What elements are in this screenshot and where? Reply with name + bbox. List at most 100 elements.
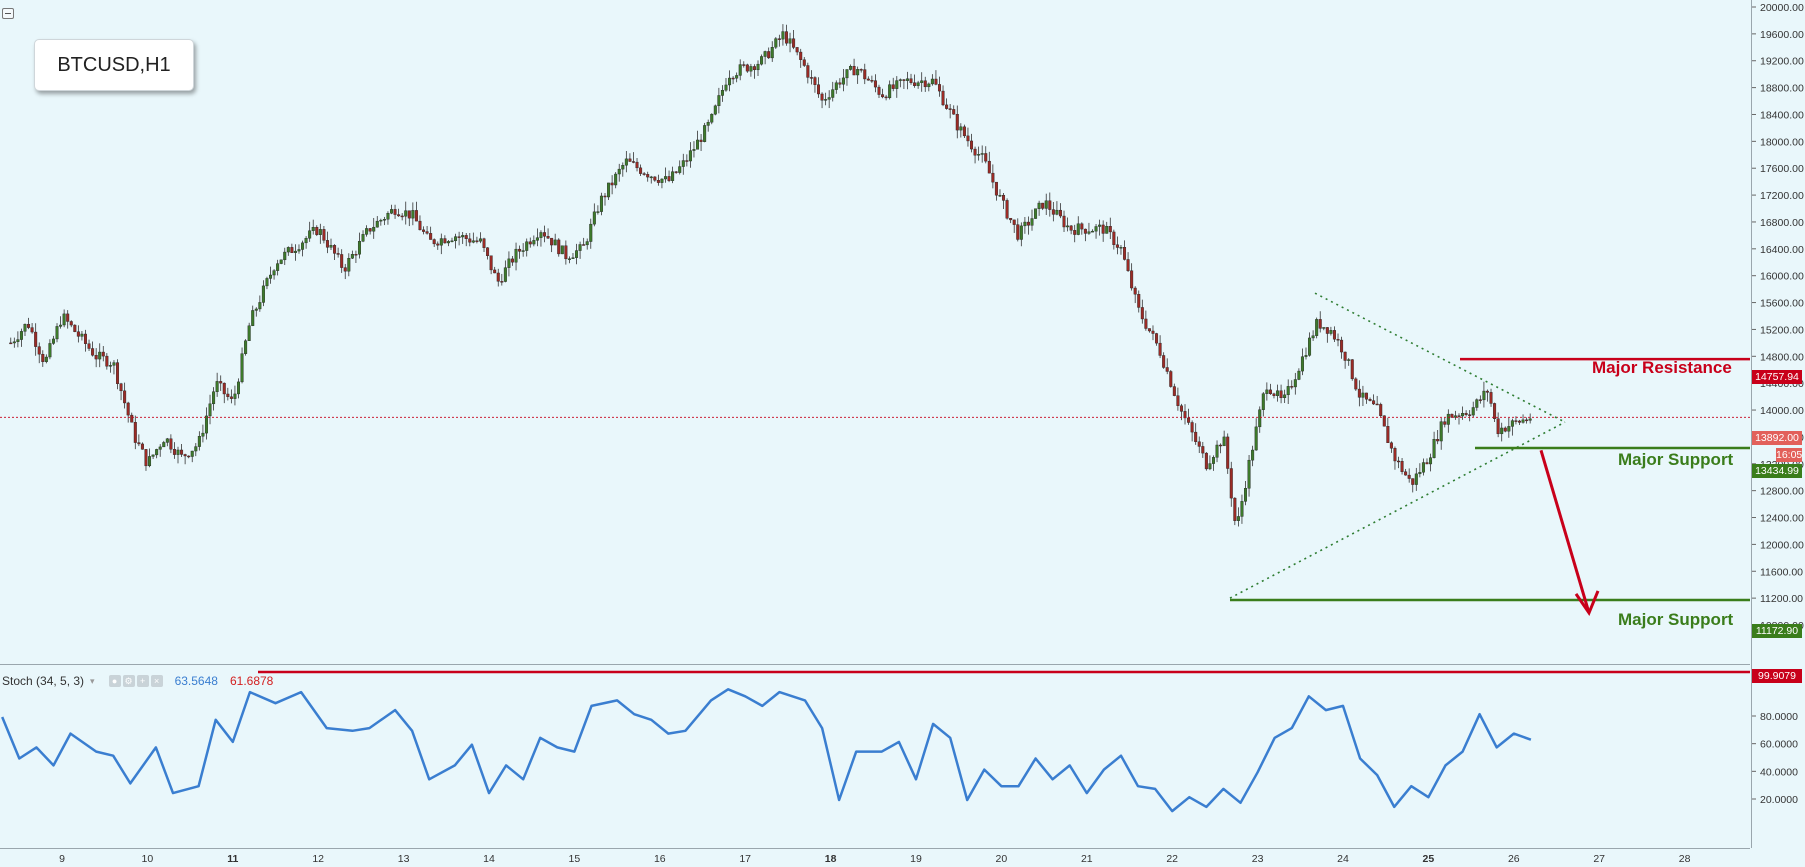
candle-body	[59, 324, 63, 327]
candle-body	[155, 449, 159, 456]
candle-body	[279, 259, 283, 264]
candle-body	[436, 243, 440, 246]
candle-body	[1340, 339, 1344, 353]
candle-body	[852, 65, 856, 76]
eye-icon[interactable]: ●	[108, 675, 121, 687]
candle-body	[1300, 356, 1304, 372]
candle-body	[1058, 209, 1062, 217]
candle-body	[475, 240, 479, 242]
time-axis[interactable]: 9 10 11 12 13 14 15 16 17 18 19 20 21 22 23 24 25 26 27 28	[0, 848, 1750, 867]
candle-body	[1507, 426, 1511, 432]
price-axis[interactable]: 20000.00 19600.00 19200.00 18800.00 18400.00…	[1751, 0, 1805, 848]
candle-body	[454, 236, 458, 242]
candle-body	[1525, 419, 1529, 422]
candle-body	[720, 89, 724, 96]
candle-body	[909, 78, 913, 83]
candle-body	[397, 214, 401, 217]
price-axis-labels: 20000.00 19600.00 19200.00 18800.00 18400.00…	[1752, 2, 1804, 806]
candle-body	[1372, 400, 1376, 405]
collapse-icon[interactable]	[2, 8, 14, 19]
candle-body	[503, 267, 507, 282]
candle-body	[390, 209, 394, 214]
candle-body	[952, 109, 956, 115]
candle-body	[930, 78, 934, 85]
candle-body	[841, 77, 845, 85]
candle-body	[347, 258, 351, 272]
stochastic-pane[interactable]	[0, 664, 1750, 849]
major-support-label-2: Major Support	[1618, 610, 1734, 629]
candle-body	[208, 403, 212, 417]
candle-body	[315, 226, 319, 235]
candle-body	[784, 31, 788, 44]
candle-body	[158, 446, 162, 450]
candle-body	[1016, 224, 1020, 240]
time-tick-label: 17	[739, 853, 751, 865]
candle-body	[592, 211, 596, 225]
candle-body	[350, 254, 354, 259]
candle-body	[1204, 452, 1208, 470]
candle-body	[1069, 225, 1073, 231]
add-icon[interactable]: +	[136, 675, 149, 687]
candle-body	[1147, 328, 1151, 332]
candle-body	[927, 83, 931, 88]
candle-body	[873, 80, 877, 88]
candle-body	[891, 84, 895, 89]
stochastic-chart[interactable]	[0, 665, 1750, 849]
candle-body	[859, 69, 863, 71]
price-chart[interactable]	[0, 0, 1750, 663]
candle-body	[215, 381, 219, 392]
close-icon[interactable]: ×	[150, 675, 163, 687]
candle-body	[1251, 449, 1255, 461]
candle-body	[1379, 404, 1383, 416]
candle-body	[226, 393, 230, 397]
candle-body	[1325, 327, 1329, 334]
candle-body	[767, 51, 771, 59]
time-tick-label: 9	[59, 853, 65, 865]
candle-body	[1090, 230, 1094, 233]
time-tick-label: 14	[483, 853, 495, 865]
candle-body	[1176, 395, 1180, 406]
candle-body	[414, 210, 418, 222]
candle-body	[649, 176, 653, 179]
candle-body	[1101, 224, 1105, 234]
candle-body	[1073, 230, 1077, 235]
time-tick-label: 11	[227, 853, 238, 865]
candle-body	[368, 228, 372, 232]
candle-body	[610, 182, 614, 186]
candle-body	[703, 125, 707, 142]
candle-body	[959, 126, 963, 131]
candle-body	[596, 211, 600, 213]
candle-body	[923, 80, 927, 88]
candle-body	[557, 239, 561, 255]
candle-body	[948, 108, 952, 110]
price-pane[interactable]	[0, 0, 1750, 663]
stoch-legend[interactable]: Stoch (34, 5, 3) ▾ ● ⚙ + × 63.5648 61.68…	[2, 674, 273, 688]
candle-body	[486, 247, 490, 256]
symbol-text: BTCUSD,H1	[57, 53, 171, 76]
candle-body	[1197, 441, 1201, 447]
candle-body	[329, 245, 333, 248]
candle-body	[1514, 420, 1518, 422]
candle-body	[1179, 405, 1183, 412]
candle-body	[553, 239, 557, 246]
candle-body	[229, 396, 233, 399]
candle-body	[941, 90, 945, 106]
stoch-k-line	[1, 688, 1532, 813]
candle-body	[1169, 371, 1173, 387]
bearish-arrow-head	[1574, 590, 1600, 617]
candle-body	[51, 338, 55, 344]
candle-body	[37, 346, 41, 355]
chart-area[interactable]: 9 10 11 12 13 14 15 16 17 18 19 20 21 22 23 24 25 26 27 28	[0, 0, 1750, 867]
settings-icon[interactable]: ⚙	[122, 675, 135, 687]
candle-body	[1155, 333, 1159, 344]
candle-body	[73, 324, 77, 332]
candle-body	[1493, 403, 1497, 419]
candle-body	[621, 165, 625, 170]
candle-body	[1123, 247, 1127, 260]
candle-body	[738, 64, 742, 76]
candle-body	[966, 135, 970, 142]
candle-body	[774, 38, 778, 48]
legend-dropdown-icon[interactable]: ▾	[90, 675, 95, 686]
candle-body	[717, 95, 721, 107]
candle-body	[1375, 403, 1379, 406]
